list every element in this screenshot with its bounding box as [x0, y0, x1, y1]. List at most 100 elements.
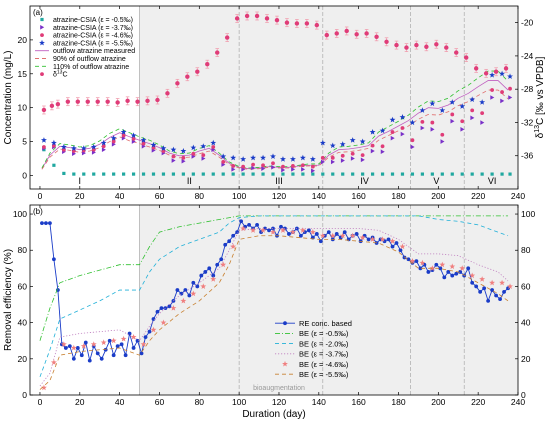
point-atrazine-csia-3-7 — [508, 95, 513, 100]
point-re-conc-based — [287, 232, 291, 236]
point-atrazine-csia-0-5 — [291, 172, 295, 176]
point-re-conc-based — [115, 344, 120, 349]
point-atrazine-csia-0-5 — [251, 172, 255, 176]
point-atrazine-csia-5-5 — [429, 100, 436, 107]
right-y-tick-label: 80 — [521, 245, 531, 255]
point-re-conc-based — [123, 353, 128, 358]
point-atrazine-csia-0-5 — [508, 172, 512, 176]
point-13c — [105, 99, 110, 104]
x-tick-label: 60 — [155, 397, 165, 407]
point-atrazine-csia-4-6 — [440, 132, 445, 137]
point-atrazine-csia-3-7 — [410, 144, 415, 150]
legend-entry-be-0-5: BE (ε = -0.5‰) — [274, 329, 349, 338]
point-atrazine-csia-4-6 — [251, 162, 255, 167]
point-atrazine-csia-4-6 — [291, 164, 295, 168]
phase-label-vi: VI — [488, 176, 497, 186]
point-re-conc-based — [418, 266, 423, 271]
phase-label-iv: IV — [360, 176, 369, 186]
point-re-conc-based — [498, 297, 502, 301]
point-atrazine-csia-4-6 — [350, 151, 355, 156]
x-tick-label: 140 — [312, 397, 326, 407]
point-atrazine-csia-0-5 — [62, 171, 66, 176]
point-atrazine-csia-0-5 — [171, 172, 176, 176]
point-atrazine-csia-0-5 — [331, 172, 335, 176]
x-tick-label: 100 — [232, 397, 246, 407]
point-atrazine-csia-0-5 — [480, 172, 484, 176]
point-atrazine-csia-5-5 — [220, 153, 227, 159]
y-tick-label: 10 — [18, 103, 28, 113]
point-atrazine-csia-3-7 — [480, 120, 485, 125]
point-atrazine-csia-3-7 — [360, 157, 365, 163]
point-atrazine-csia-4-6 — [360, 153, 365, 158]
point-re-conc-based — [306, 228, 311, 233]
point-atrazine-csia-4-6 — [221, 159, 226, 164]
point-atrazine-csia-4-6 — [508, 86, 512, 91]
point-atrazine-csia-5-5 — [379, 127, 386, 134]
legend-marker — [40, 33, 44, 37]
x-tick-label: 80 — [195, 397, 205, 407]
point-atrazine-csia-3-7 — [321, 159, 325, 165]
point-atrazine-csia-5-5 — [150, 141, 157, 148]
legend-label: atrazine-CSIA (ε = -5.5‰) — [53, 40, 133, 47]
point-atrazine-csia-0-5 — [440, 172, 444, 176]
point-atrazine-csia-5-5 — [240, 156, 247, 162]
point-re-conc-based — [474, 284, 479, 289]
point-be-4-6 — [160, 319, 167, 326]
legend-entry-outflow-atrazine-measured: outflow atrazine measured — [35, 48, 135, 55]
point-be-4-6 — [200, 283, 207, 289]
point-be-4-6 — [299, 227, 306, 233]
point-atrazine-csia-5-5 — [70, 145, 77, 151]
point-13c — [75, 99, 81, 104]
right-y-tick-label: 60 — [521, 281, 531, 291]
point-atrazine-csia-3-7 — [301, 167, 306, 172]
point-atrazine-csia-3-7 — [261, 166, 266, 171]
point-atrazine-csia-0-5 — [271, 172, 275, 176]
point-be-4-6 — [250, 227, 257, 233]
point-atrazine-csia-3-7 — [420, 125, 425, 131]
x-tick-label: 40 — [115, 191, 125, 201]
phase-label-iii: III — [275, 176, 283, 186]
point-atrazine-csia-4-6 — [480, 111, 485, 115]
legend-entry-atrazine-csia-0-5: atrazine-CSIA (ε = -0.5‰) — [40, 17, 133, 24]
point-atrazine-csia-0-5 — [102, 172, 106, 176]
panel-b-label: (b) — [33, 207, 43, 216]
legend-marker — [282, 360, 288, 367]
point-re-conc-based — [219, 257, 224, 262]
point-re-conc-based — [390, 244, 395, 249]
point-13c — [434, 42, 439, 47]
point-atrazine-csia-0-5 — [420, 172, 424, 176]
point-re-conc-based — [231, 233, 236, 238]
point-atrazine-csia-4-6 — [131, 136, 136, 141]
right-y-tick-label: 20 — [521, 354, 531, 364]
point-atrazine-csia-4-6 — [241, 164, 246, 169]
point-atrazine-csia-5-5 — [479, 99, 486, 105]
point-re-conc-based — [119, 342, 124, 347]
point-atrazine-csia-3-7 — [330, 159, 335, 165]
point-atrazine-csia-3-7 — [430, 127, 435, 132]
point-re-conc-based — [103, 347, 108, 352]
point-atrazine-csia-0-5 — [400, 172, 405, 176]
legend-label: δ13C — [53, 70, 68, 79]
point-atrazine-csia-0-5 — [341, 172, 345, 176]
legend-label: BE (ε = -5.5‰) — [299, 370, 349, 379]
point-atrazine-csia-0-5 — [211, 172, 215, 176]
point-re-conc-based — [414, 259, 419, 263]
point-atrazine-csia-0-5 — [380, 172, 385, 176]
point-13c — [55, 101, 61, 107]
point-atrazine-csia-0-5 — [281, 172, 285, 176]
point-re-conc-based — [95, 351, 100, 356]
point-atrazine-csia-5-5 — [210, 139, 217, 146]
point-atrazine-csia-4-6 — [281, 164, 285, 169]
y-tick-label: 5 — [22, 137, 27, 147]
x-tick-label: 160 — [352, 397, 366, 407]
y2-tick-label: -24 — [521, 51, 534, 61]
point-13c — [254, 13, 260, 19]
point-re-conc-based — [143, 335, 148, 339]
point-13c — [274, 17, 280, 23]
point-be-4-6 — [489, 279, 496, 286]
point-13c — [424, 44, 429, 49]
point-atrazine-csia-4-6 — [271, 161, 275, 166]
point-re-conc-based — [326, 230, 331, 235]
point-re-conc-based — [478, 289, 483, 294]
